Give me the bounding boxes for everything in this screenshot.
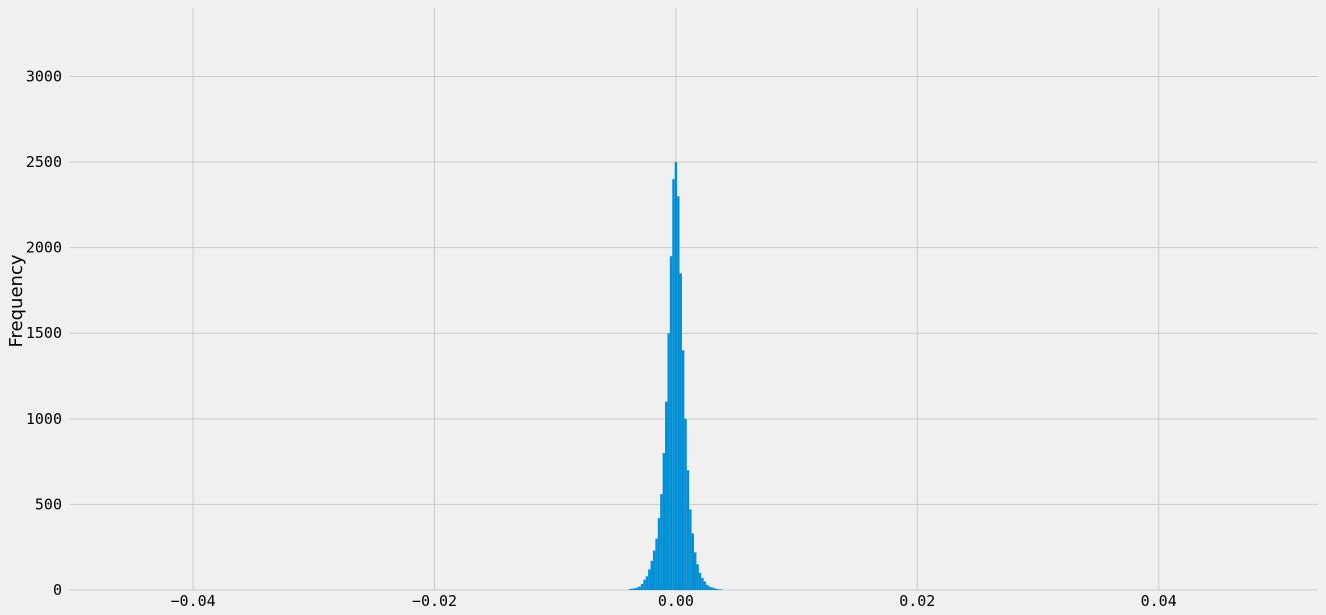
histogram-bar (701, 578, 704, 590)
histogram-bar (636, 587, 639, 590)
histogram-bar (703, 581, 707, 590)
x-tick-label: −0.04 (171, 592, 216, 610)
histogram-bar (628, 589, 632, 590)
histogram-bar (691, 533, 694, 590)
histogram-bar (684, 418, 687, 590)
histogram-bar (706, 584, 709, 590)
y-tick-label: 0 (53, 581, 62, 599)
histogram-bar (643, 579, 646, 590)
histogram-bar (710, 587, 714, 590)
histogram-bar (667, 333, 670, 590)
histogram-bar (665, 401, 668, 590)
histogram-bar (720, 589, 723, 590)
histogram-bar (633, 588, 637, 590)
histogram-bar (689, 509, 692, 590)
x-tick-label: 0.00 (658, 592, 694, 610)
x-tick-label: 0.04 (1141, 592, 1177, 610)
histogram-bar (631, 588, 634, 590)
histogram-bar (655, 538, 658, 590)
y-tick-label: 1000 (26, 410, 62, 428)
y-tick-label: 1500 (26, 324, 62, 342)
histogram-bars (628, 162, 723, 591)
histogram-bar (645, 576, 649, 590)
histogram-bar (657, 518, 661, 590)
histogram-bar (672, 179, 675, 591)
y-tick-label: 500 (35, 495, 62, 513)
x-tick-label: 0.02 (899, 592, 935, 610)
histogram-bar (698, 572, 702, 590)
histogram-bar (674, 162, 678, 590)
x-tick-label: −0.02 (412, 592, 457, 610)
histogram-bar (713, 588, 716, 590)
histogram-bar (652, 550, 656, 590)
histogram-bar (679, 273, 682, 590)
histogram-bar (660, 494, 663, 590)
y-axis-label: Frequency (6, 254, 27, 347)
histogram-bar (638, 586, 641, 590)
y-axis-tick-labels: 0 500 1000 1500 2000 2500 3000 (26, 67, 62, 599)
histogram-bar (708, 586, 711, 590)
y-tick-label: 2500 (26, 153, 62, 171)
histogram-bar (718, 589, 721, 590)
histogram-bar (677, 196, 680, 590)
histogram-bar (650, 560, 653, 590)
histogram-bar (662, 453, 666, 590)
x-axis-tick-labels: −0.04 −0.02 0.00 0.02 0.04 (171, 592, 1177, 610)
histogram-bar (694, 552, 697, 590)
histogram-bar (648, 569, 651, 590)
y-tick-label: 2000 (26, 239, 62, 257)
histogram-bar (715, 588, 719, 590)
histogram-bar (669, 256, 673, 590)
histogram-bar (686, 470, 690, 590)
histogram-bar (696, 564, 699, 590)
histogram-bar (681, 350, 685, 590)
histogram-bar (640, 584, 644, 590)
y-tick-label: 3000 (26, 67, 62, 85)
